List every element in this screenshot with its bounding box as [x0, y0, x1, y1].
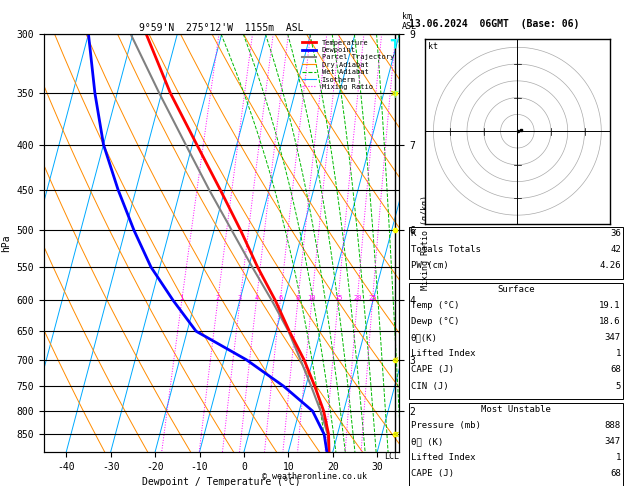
- Text: CAPE (J): CAPE (J): [411, 365, 454, 375]
- Text: 20: 20: [353, 295, 362, 300]
- Text: kt: kt: [428, 42, 438, 51]
- Text: 2: 2: [216, 295, 220, 300]
- Text: K: K: [411, 229, 416, 239]
- Text: CIN (J): CIN (J): [411, 382, 448, 391]
- Title: 9°59'N  275°12'W  1155m  ASL: 9°59'N 275°12'W 1155m ASL: [140, 23, 304, 33]
- Text: Lifted Index: Lifted Index: [411, 453, 476, 463]
- Text: PW (cm): PW (cm): [411, 261, 448, 271]
- Text: 15: 15: [334, 295, 342, 300]
- Text: ┓: ┓: [391, 34, 399, 48]
- Text: 1: 1: [615, 349, 621, 359]
- Text: Pressure (mb): Pressure (mb): [411, 421, 481, 431]
- Text: 13.06.2024  06GMT  (Base: 06): 13.06.2024 06GMT (Base: 06): [409, 19, 579, 30]
- Text: 8: 8: [296, 295, 300, 300]
- Text: 68: 68: [610, 469, 621, 479]
- Text: 3: 3: [238, 295, 242, 300]
- Text: © weatheronline.co.uk: © weatheronline.co.uk: [262, 472, 367, 481]
- Text: Temp (°C): Temp (°C): [411, 301, 459, 311]
- Legend: Temperature, Dewpoint, Parcel Trajectory, Dry Adiabat, Wet Adiabat, Isotherm, Mi: Temperature, Dewpoint, Parcel Trajectory…: [300, 37, 396, 92]
- Y-axis label: Mixing Ratio (g/kg): Mixing Ratio (g/kg): [421, 195, 430, 291]
- Text: 347: 347: [604, 333, 621, 343]
- Text: 18.6: 18.6: [599, 317, 621, 327]
- Text: km
ASL: km ASL: [402, 12, 417, 31]
- Text: 347: 347: [604, 437, 621, 447]
- Text: 5: 5: [615, 382, 621, 391]
- Text: Totals Totals: Totals Totals: [411, 245, 481, 255]
- Text: 4.26: 4.26: [599, 261, 621, 271]
- Text: Surface: Surface: [497, 285, 535, 295]
- Text: 6: 6: [278, 295, 282, 300]
- Text: 42: 42: [610, 245, 621, 255]
- Text: θᴄ(K): θᴄ(K): [411, 333, 438, 343]
- Text: 1: 1: [615, 453, 621, 463]
- Text: ┌: ┌: [391, 88, 398, 98]
- Text: 68: 68: [610, 365, 621, 375]
- X-axis label: Dewpoint / Temperature (°C): Dewpoint / Temperature (°C): [142, 477, 301, 486]
- Text: θᴄ (K): θᴄ (K): [411, 437, 443, 447]
- Text: 4: 4: [254, 295, 259, 300]
- Text: CAPE (J): CAPE (J): [411, 469, 454, 479]
- Text: 10: 10: [308, 295, 316, 300]
- Text: 19.1: 19.1: [599, 301, 621, 311]
- Text: 25: 25: [368, 295, 377, 300]
- Text: Dewp (°C): Dewp (°C): [411, 317, 459, 327]
- Text: 888: 888: [604, 421, 621, 431]
- Text: 36: 36: [610, 229, 621, 239]
- Text: LCL: LCL: [384, 452, 399, 461]
- Text: Lifted Index: Lifted Index: [411, 349, 476, 359]
- Text: 1: 1: [180, 295, 184, 300]
- Y-axis label: hPa: hPa: [1, 234, 11, 252]
- Text: Most Unstable: Most Unstable: [481, 405, 551, 415]
